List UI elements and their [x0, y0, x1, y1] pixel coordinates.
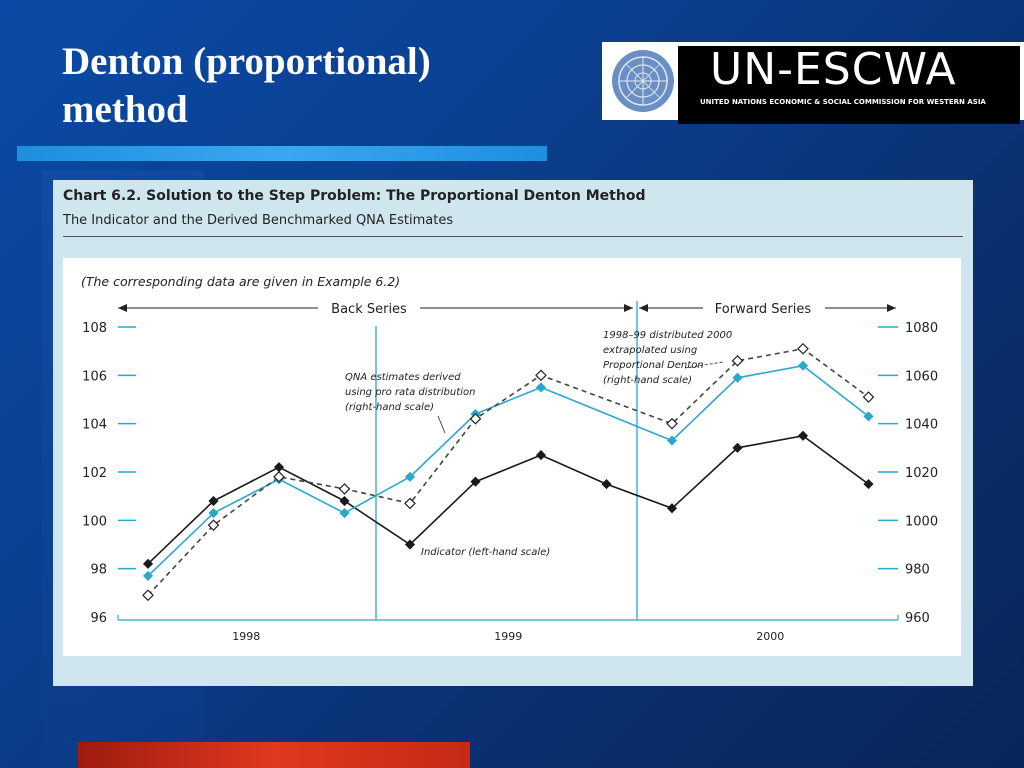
series-marker-0: [863, 479, 874, 490]
series-marker-2: [666, 417, 678, 430]
annotation-prorata: QNA estimates derived using pro rata dis…: [345, 372, 475, 413]
logo-name: UN-ESCWA: [710, 44, 957, 95]
un-emblem-icon: [612, 50, 674, 112]
series-marker-0: [273, 462, 285, 473]
series-marker-2: [273, 470, 285, 483]
chart-subtitle: The Indicator and the Derived Benchmarke…: [63, 213, 454, 228]
left-axis-tick-label: 102: [82, 466, 107, 481]
title-underline-bar: [17, 146, 547, 161]
back-series-label: Back Series: [331, 302, 407, 317]
right-axis-tick-label: 1020: [905, 466, 938, 481]
left-axis-tick-label: 100: [82, 514, 107, 529]
series-marker-1: [666, 435, 678, 446]
series-marker-1: [732, 372, 743, 383]
annotation-denton-pointer: [684, 361, 724, 369]
series-marker-1: [863, 411, 874, 422]
chart-title: Chart 6.2. Solution to the Step Problem:…: [63, 188, 646, 204]
series-marker-0: [470, 476, 481, 487]
slide-title: Denton (proportional) method: [62, 38, 582, 134]
un-escwa-logo: UN-ESCWA UNITED NATIONS ECONOMIC & SOCIA…: [602, 42, 1024, 124]
series-marker-2: [731, 354, 744, 367]
slide-title-line-1: Denton (proportional): [62, 40, 431, 83]
series-marker-2: [535, 369, 547, 382]
right-axis-tick-label: 960: [905, 611, 930, 626]
left-axis-tick-label: 104: [82, 418, 107, 433]
chart-note: (The corresponding data are given in Exa…: [81, 274, 400, 289]
series-marker-1: [535, 382, 547, 393]
logo-name-block: [678, 46, 1020, 124]
series-marker-0: [535, 450, 547, 461]
series-marker-0: [666, 503, 678, 514]
annotation-denton-line-3: Proportional Denton: [603, 360, 704, 371]
annotation-indicator: Indicator (left-hand scale): [421, 547, 550, 558]
back-series-arrowhead-right: [624, 304, 633, 312]
series-marker-0: [797, 430, 809, 441]
bottom-accent-bar: [78, 742, 470, 768]
x-axis-year-label: 1998: [232, 630, 260, 643]
series-marker-2: [862, 391, 875, 403]
annotation-denton-line-1: 1998–99 distributed 2000: [603, 330, 732, 341]
annotation-prorata-line-1: QNA estimates derived: [345, 372, 461, 383]
series-marker-0: [142, 558, 154, 569]
left-axis-tick-label: 98: [90, 563, 107, 578]
logo-subtitle: UNITED NATIONS ECONOMIC & SOCIAL COMMISS…: [700, 98, 986, 106]
right-axis-tick-label: 980: [905, 563, 930, 578]
x-axis-year-label: 1999: [494, 630, 522, 643]
series-marker-0: [732, 442, 743, 453]
chart-area: (The corresponding data are given in Exa…: [63, 258, 961, 656]
series-marker-0: [601, 479, 612, 490]
right-axis-tick-label: 1000: [905, 514, 938, 529]
series-line-0: [147, 434, 869, 565]
series-marker-2: [404, 497, 416, 510]
annotation-denton-line-4: (right-hand scale): [603, 375, 692, 386]
back-series-arrowhead-left: [118, 304, 127, 312]
series-marker-0: [404, 539, 416, 550]
series-marker-1: [404, 471, 416, 482]
series-marker-1: [339, 508, 350, 519]
series-line-1: [147, 364, 869, 577]
left-axis-tick-label: 96: [90, 611, 107, 626]
annotation-prorata-pointer: [437, 415, 446, 434]
series-line-2: [147, 347, 869, 596]
forward-series-label: Forward Series: [715, 302, 812, 317]
series-marker-2: [797, 342, 809, 355]
series-marker-2: [338, 483, 351, 495]
right-axis-tick-label: 1060: [905, 369, 938, 384]
x-axis-year-label: 2000: [756, 630, 784, 643]
series-marker-1: [797, 360, 809, 371]
series-marker-0: [208, 495, 219, 507]
series-marker-2: [142, 589, 154, 602]
series-marker-0: [339, 495, 350, 507]
right-axis-tick-label: 1080: [905, 321, 938, 336]
left-axis-tick-label: 106: [82, 369, 107, 384]
series-marker-1: [142, 570, 154, 581]
chart-svg: (The corresponding data are given in Exa…: [81, 274, 938, 643]
left-axis-tick-label: 108: [82, 321, 107, 336]
slide-title-line-2: method: [62, 88, 188, 131]
series-marker-2: [469, 412, 482, 425]
annotation-prorata-line-2: using pro rata distribution: [345, 387, 475, 398]
heading-divider: [63, 236, 963, 237]
right-axis-tick-label: 1040: [905, 418, 938, 433]
series-marker-2: [207, 519, 220, 532]
chart-panel: Chart 6.2. Solution to the Step Problem:…: [53, 180, 973, 686]
forward-series-arrowhead-left: [639, 304, 648, 312]
forward-series-arrowhead-right: [887, 304, 896, 312]
annotation-prorata-line-3: (right-hand scale): [345, 402, 434, 413]
series-marker-1: [208, 508, 219, 519]
annotation-denton: 1998–99 distributed 2000 extrapolated us…: [603, 330, 732, 386]
annotation-denton-line-2: extrapolated using: [603, 345, 697, 356]
